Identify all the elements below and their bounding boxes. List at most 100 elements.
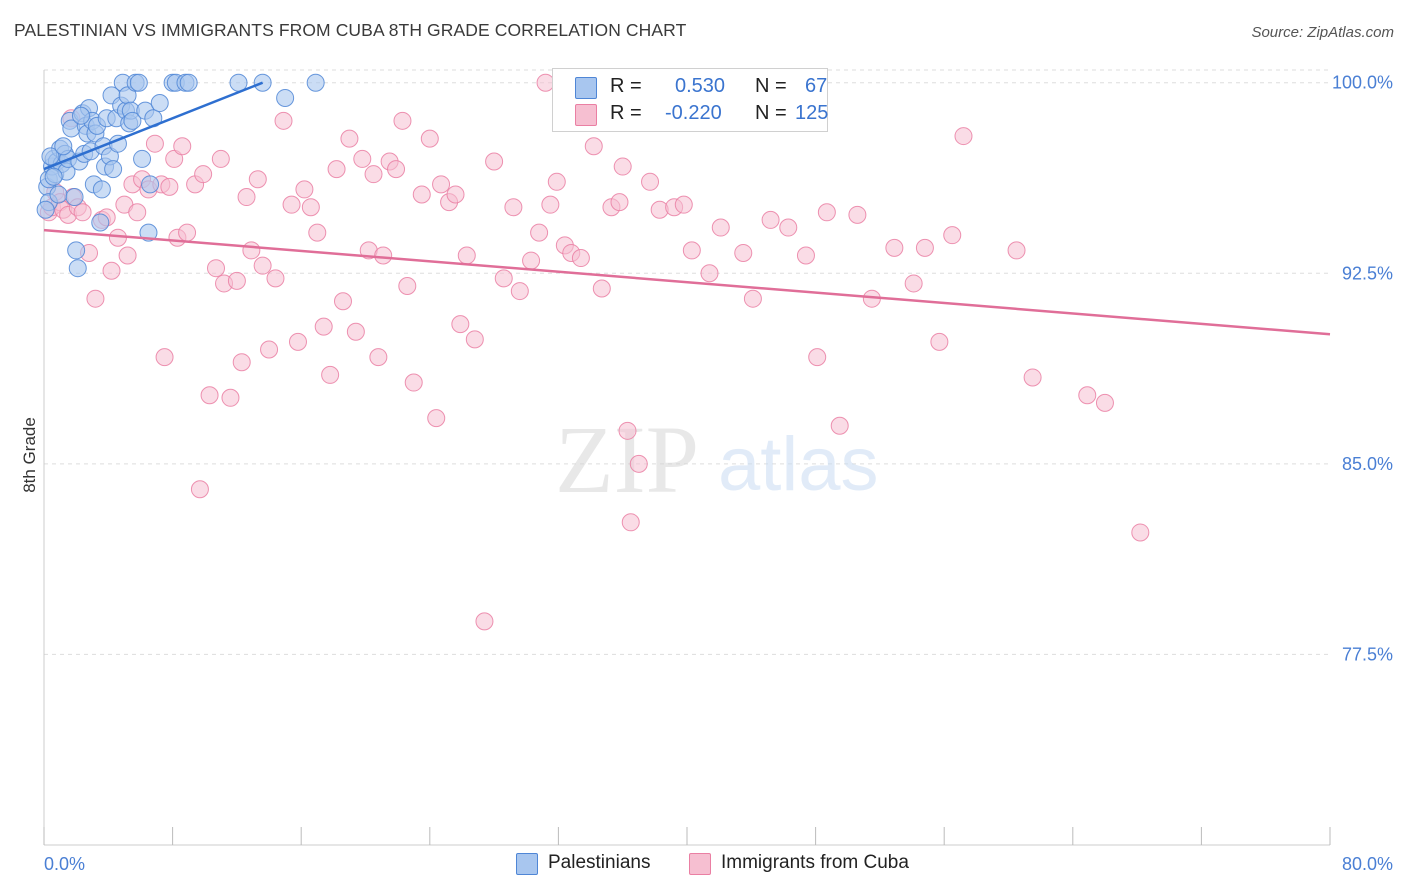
cuba-point bbox=[522, 251, 541, 270]
y-tick-label: 100.0% bbox=[1332, 73, 1393, 93]
legend-n-value: 125 bbox=[795, 102, 829, 124]
cuba-point bbox=[915, 238, 934, 257]
cuba-point bbox=[118, 246, 137, 265]
cuba-point bbox=[301, 198, 320, 217]
cuba-point bbox=[629, 454, 648, 473]
bottom-legend-swatch-blue bbox=[516, 853, 538, 875]
cuba-point bbox=[404, 373, 423, 392]
cuba-point bbox=[260, 340, 279, 359]
cuba-point bbox=[288, 332, 307, 351]
cuba-point bbox=[155, 348, 174, 367]
chart-source: Source: ZipAtlas.com bbox=[1251, 24, 1394, 41]
palestinian-point bbox=[129, 73, 148, 92]
cuba-point bbox=[613, 157, 632, 176]
cuba-point bbox=[173, 137, 192, 156]
palestinian-point bbox=[123, 111, 142, 130]
palestinian-point bbox=[67, 241, 86, 260]
x-tick-labels: 0.0% 80.0% bbox=[44, 854, 1393, 874]
cuba-point bbox=[930, 332, 949, 351]
palestinian-point bbox=[139, 223, 158, 242]
cuba-point bbox=[475, 612, 494, 631]
y-tick-labels: 77.5% 85.0% 92.5% 100.0% bbox=[1332, 73, 1393, 665]
cuba-point bbox=[102, 261, 121, 280]
cuba-point bbox=[761, 210, 780, 229]
legend-n-label: N = bbox=[755, 102, 787, 124]
palestinian-point bbox=[92, 180, 111, 199]
cuba-point bbox=[1131, 523, 1150, 542]
cuba-point bbox=[242, 241, 261, 260]
cuba-point bbox=[86, 289, 105, 308]
cuba-point bbox=[641, 172, 660, 191]
cuba-point bbox=[145, 134, 164, 153]
x-tick-label: 0.0% bbox=[44, 854, 85, 874]
legend-r-value: 0.530 bbox=[675, 75, 726, 97]
cuba-point bbox=[178, 223, 197, 242]
palestinian-point bbox=[65, 188, 84, 207]
cuba-point bbox=[711, 218, 730, 237]
cuba-point bbox=[817, 203, 836, 222]
cuba-point bbox=[571, 249, 590, 268]
cuba-point bbox=[369, 348, 388, 367]
trend-lines bbox=[43, 81, 1331, 336]
watermark-atlas: atlas bbox=[718, 422, 879, 507]
cuba-point bbox=[165, 149, 184, 168]
palestinian-point bbox=[133, 149, 152, 168]
cuba-point bbox=[1023, 368, 1042, 387]
cuba-point bbox=[618, 421, 637, 440]
cuba-point bbox=[1078, 386, 1097, 405]
legend-swatch-blue bbox=[575, 77, 597, 99]
palestinian-point bbox=[306, 73, 325, 92]
cuba-point bbox=[796, 246, 815, 265]
cuba-point bbox=[682, 241, 701, 260]
cuba-point bbox=[485, 152, 504, 171]
palestinian-point bbox=[71, 106, 90, 125]
cuba-point bbox=[393, 111, 412, 130]
cuba-point bbox=[674, 195, 693, 214]
cuba-point bbox=[808, 348, 827, 367]
cuba-point bbox=[432, 175, 451, 194]
palestinian-point bbox=[179, 73, 198, 92]
cuba-point bbox=[200, 386, 219, 405]
cuba-point bbox=[1095, 393, 1114, 412]
palestinians-trend-line bbox=[43, 81, 264, 171]
palestinian-point bbox=[44, 167, 63, 186]
series-palestinians-points bbox=[36, 73, 325, 278]
cuba-point bbox=[398, 276, 417, 295]
cuba-point bbox=[374, 246, 393, 265]
cuba-point bbox=[547, 172, 566, 191]
cuba-point bbox=[160, 177, 179, 196]
palestinian-point bbox=[49, 185, 68, 204]
x-tick-label: 80.0% bbox=[1342, 854, 1393, 874]
cuba-point bbox=[340, 129, 359, 148]
chart-title: PALESTINIAN VS IMMIGRANTS FROM CUBA 8TH … bbox=[14, 20, 687, 40]
palestinian-point bbox=[91, 213, 110, 232]
bottom-legend-label: Immigrants from Cuba bbox=[721, 852, 909, 873]
cuba-point bbox=[248, 170, 267, 189]
cuba-point bbox=[387, 160, 406, 179]
cuba-point bbox=[221, 388, 240, 407]
cuba-point bbox=[494, 269, 513, 288]
cuba-point bbox=[904, 274, 923, 293]
legend-box: R = 0.530 N = 67 R = -0.220 N = 125 bbox=[552, 68, 828, 132]
watermark: ZIP atlas bbox=[555, 406, 879, 513]
cuba-point bbox=[451, 315, 470, 334]
cuba-point bbox=[327, 160, 346, 179]
legend-swatch-pink bbox=[575, 104, 597, 126]
cuba-point bbox=[734, 243, 753, 262]
cuba-point bbox=[700, 264, 719, 283]
palestinian-point bbox=[141, 175, 160, 194]
cuba-point bbox=[457, 246, 476, 265]
cuba-point bbox=[207, 259, 226, 278]
palestinian-point bbox=[276, 88, 295, 107]
cuba-point bbox=[885, 238, 904, 257]
cuba-point bbox=[541, 195, 560, 214]
palestinian-point bbox=[41, 147, 60, 166]
y-tick-label: 85.0% bbox=[1342, 454, 1393, 474]
cuba-point bbox=[465, 330, 484, 349]
palestinian-point bbox=[150, 94, 169, 113]
palestinian-point bbox=[104, 160, 123, 179]
cuba-point bbox=[232, 353, 251, 372]
cuba-point bbox=[592, 279, 611, 298]
bottom-legend-label: Palestinians bbox=[548, 852, 651, 873]
